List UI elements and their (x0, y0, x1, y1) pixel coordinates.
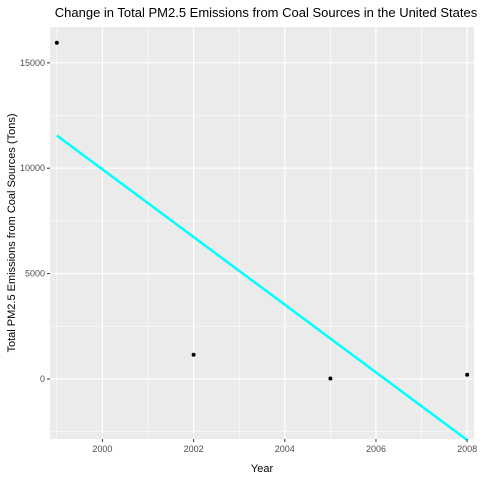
data-point (191, 352, 196, 357)
data-point (328, 376, 333, 381)
y-tick-label: 5000 (25, 269, 45, 279)
data-point (465, 372, 470, 377)
y-tick-label: 10000 (20, 163, 45, 173)
x-tick-label: 2004 (275, 444, 295, 454)
trend-line-layer (56, 134, 468, 442)
x-axis-title: Year (251, 463, 274, 475)
trend-line (56, 134, 468, 442)
points-layer (54, 40, 470, 381)
data-point (54, 40, 59, 45)
y-tick-label: 15000 (20, 58, 45, 68)
x-tick-label: 2002 (184, 444, 204, 454)
y-tick-label: 0 (40, 374, 45, 384)
major-gridlines (50, 27, 474, 439)
x-tick-label: 2008 (457, 444, 477, 454)
chart-title: Change in Total PM2.5 Emissions from Coa… (55, 5, 478, 20)
y-axis-title: Total PM2.5 Emissions from Coal Sources … (6, 113, 18, 352)
x-tick-label: 2006 (366, 444, 386, 454)
plot-panel (50, 27, 474, 439)
minor-gridlines (50, 27, 474, 439)
y-axis-ticks: 0 5000 10000 15000 (20, 58, 50, 384)
x-axis-ticks: 2000 2002 2004 2006 2008 (92, 439, 477, 454)
x-tick-label: 2000 (92, 444, 112, 454)
